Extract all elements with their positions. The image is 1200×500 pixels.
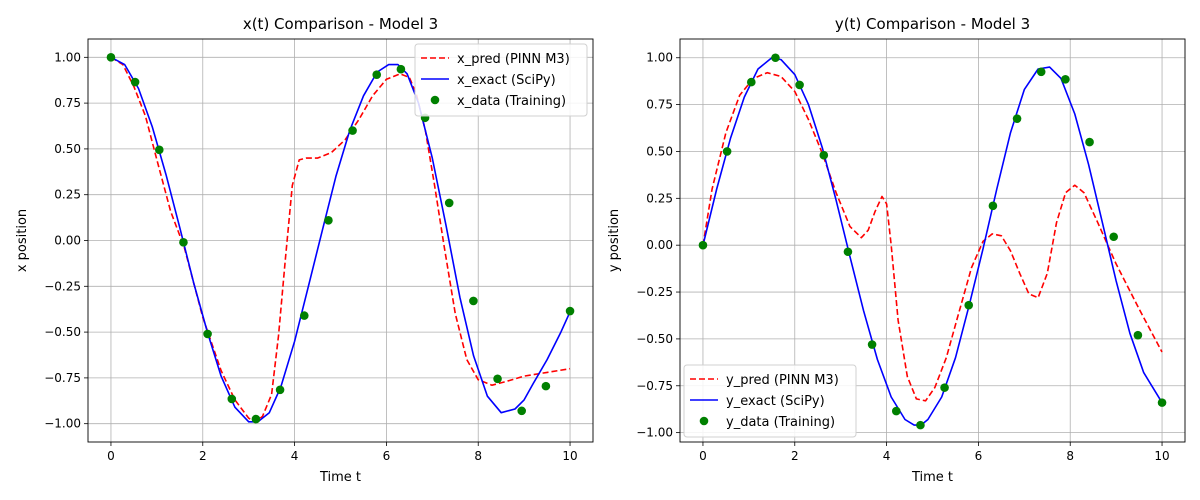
training-data-point (1157, 398, 1167, 407)
y-tick-label: −1.00 (44, 417, 81, 431)
training-data-point (1036, 67, 1046, 77)
y-tick-label: 0.75 (646, 98, 673, 112)
x-tick-label: 4 (883, 449, 891, 463)
chart-title: x(t) Comparison - Model 3 (243, 15, 438, 33)
x-tick-label: 4 (291, 449, 299, 463)
training-data-point (891, 406, 901, 416)
y-tick-label: 1.00 (54, 50, 81, 64)
training-data-point (1109, 232, 1119, 242)
x-axis-label: Time t (319, 470, 361, 485)
pinn-prediction-line (702, 71, 1163, 402)
training-data-point (1133, 330, 1143, 340)
legend-label: x_exact (SciPy) (457, 73, 556, 88)
training-data-point (154, 145, 164, 155)
x-tick-label: 6 (975, 449, 983, 463)
y-tick-label: 0.25 (54, 188, 81, 202)
legend-box (683, 364, 857, 438)
training-data-point (1085, 137, 1094, 147)
legend: x_pred (PINN M3) x_exact (SciPy) x_data (T… (414, 43, 588, 117)
training-data-point (565, 306, 575, 316)
y-comparison-panel: 0 2 4 6 8 10 1.00 0.75 0.50 0.25 0.00 −0.25 −0.50 −0.… (607, 15, 1186, 485)
training-data-point (819, 150, 829, 160)
training-data-point (698, 240, 708, 250)
x-tick-label: 10 (1154, 449, 1169, 463)
training-data-point (940, 383, 949, 392)
y-tick-label: −0.50 (636, 332, 673, 346)
training-data-point (1012, 114, 1022, 123)
x-tick-label: 0 (107, 449, 115, 463)
training-data-point (227, 394, 237, 404)
training-data-point (843, 247, 853, 257)
y-tick-label: −0.25 (44, 279, 81, 293)
training-data-point (771, 53, 780, 63)
legend-label: y_exact (SciPy) (726, 394, 825, 409)
legend-label: y_data (Training) (726, 415, 835, 430)
x-tick-label: 2 (199, 449, 207, 463)
training-data-point (867, 340, 877, 349)
training-data-point (541, 381, 551, 391)
y-tick-label: 0.00 (54, 234, 81, 248)
training-data-point (795, 80, 804, 90)
y-tick-label: −0.25 (636, 285, 673, 299)
training-data-point (299, 311, 309, 320)
x-tick-label: 2 (791, 449, 799, 463)
training-data-point (444, 198, 454, 208)
legend-marker (430, 95, 440, 105)
x-tick-label: 10 (562, 449, 577, 463)
exact-solution-line (702, 56, 1163, 426)
x-tick-label: 8 (1066, 449, 1074, 463)
training-data-point (916, 420, 925, 430)
legend: y_pred (PINN M3) y_exact (SciPy) y_data (T… (683, 364, 857, 438)
training-data-point (348, 126, 357, 135)
y-tick-label: 0.50 (54, 142, 81, 156)
y-tick-label: −0.50 (44, 325, 81, 339)
legend-label: y_pred (PINN M3) (726, 373, 839, 388)
training-data-point (179, 238, 188, 247)
training-data-point (517, 406, 527, 416)
training-data-point (396, 64, 406, 74)
legend-box (414, 43, 588, 117)
training-data-point (964, 300, 974, 310)
training-data-point (988, 201, 998, 211)
x-tick-label: 0 (699, 449, 707, 463)
y-axis-label: x position (15, 209, 30, 272)
y-tick-label: 0.50 (646, 144, 673, 158)
training-data-point (372, 70, 382, 80)
axes-frame (87, 38, 594, 443)
training-data-point (203, 329, 212, 339)
y-tick-label: −0.75 (636, 379, 673, 393)
x-tick-label: 8 (474, 449, 482, 463)
y-axis-label: y position (607, 209, 622, 272)
training-data-point (493, 374, 502, 384)
training-data-point (746, 77, 756, 87)
training-data-point (324, 216, 333, 225)
axes-frame (679, 38, 1186, 443)
training-data-point (469, 296, 478, 306)
x-comparison-panel: 0 2 4 6 8 10 1.00 0.75 0.50 0.25 0.00 −0.25 −0.50 −0.… (15, 15, 594, 485)
training-data-point (251, 414, 261, 424)
x-tick-label: 6 (383, 449, 391, 463)
y-tick-label: 0.75 (54, 96, 81, 110)
y-tick-label: 1.00 (646, 51, 673, 65)
y-tick-label: −1.00 (636, 426, 673, 440)
legend-marker (699, 416, 709, 426)
x-axis-label: Time t (911, 470, 953, 485)
chart-title: y(t) Comparison - Model 3 (835, 15, 1030, 33)
y-tick-label: 0.00 (646, 238, 673, 252)
training-data-point (1061, 75, 1070, 84)
legend-label: x_pred (PINN M3) (457, 52, 570, 67)
y-tick-label: 0.25 (646, 191, 673, 205)
training-data-point (130, 77, 140, 87)
training-data-point (722, 147, 732, 156)
legend-label: x_data (Training) (457, 94, 566, 109)
pinn-prediction-line (110, 56, 571, 423)
y-tick-label: −0.75 (44, 371, 81, 385)
training-data-point (106, 53, 116, 62)
training-data-point (275, 385, 285, 395)
